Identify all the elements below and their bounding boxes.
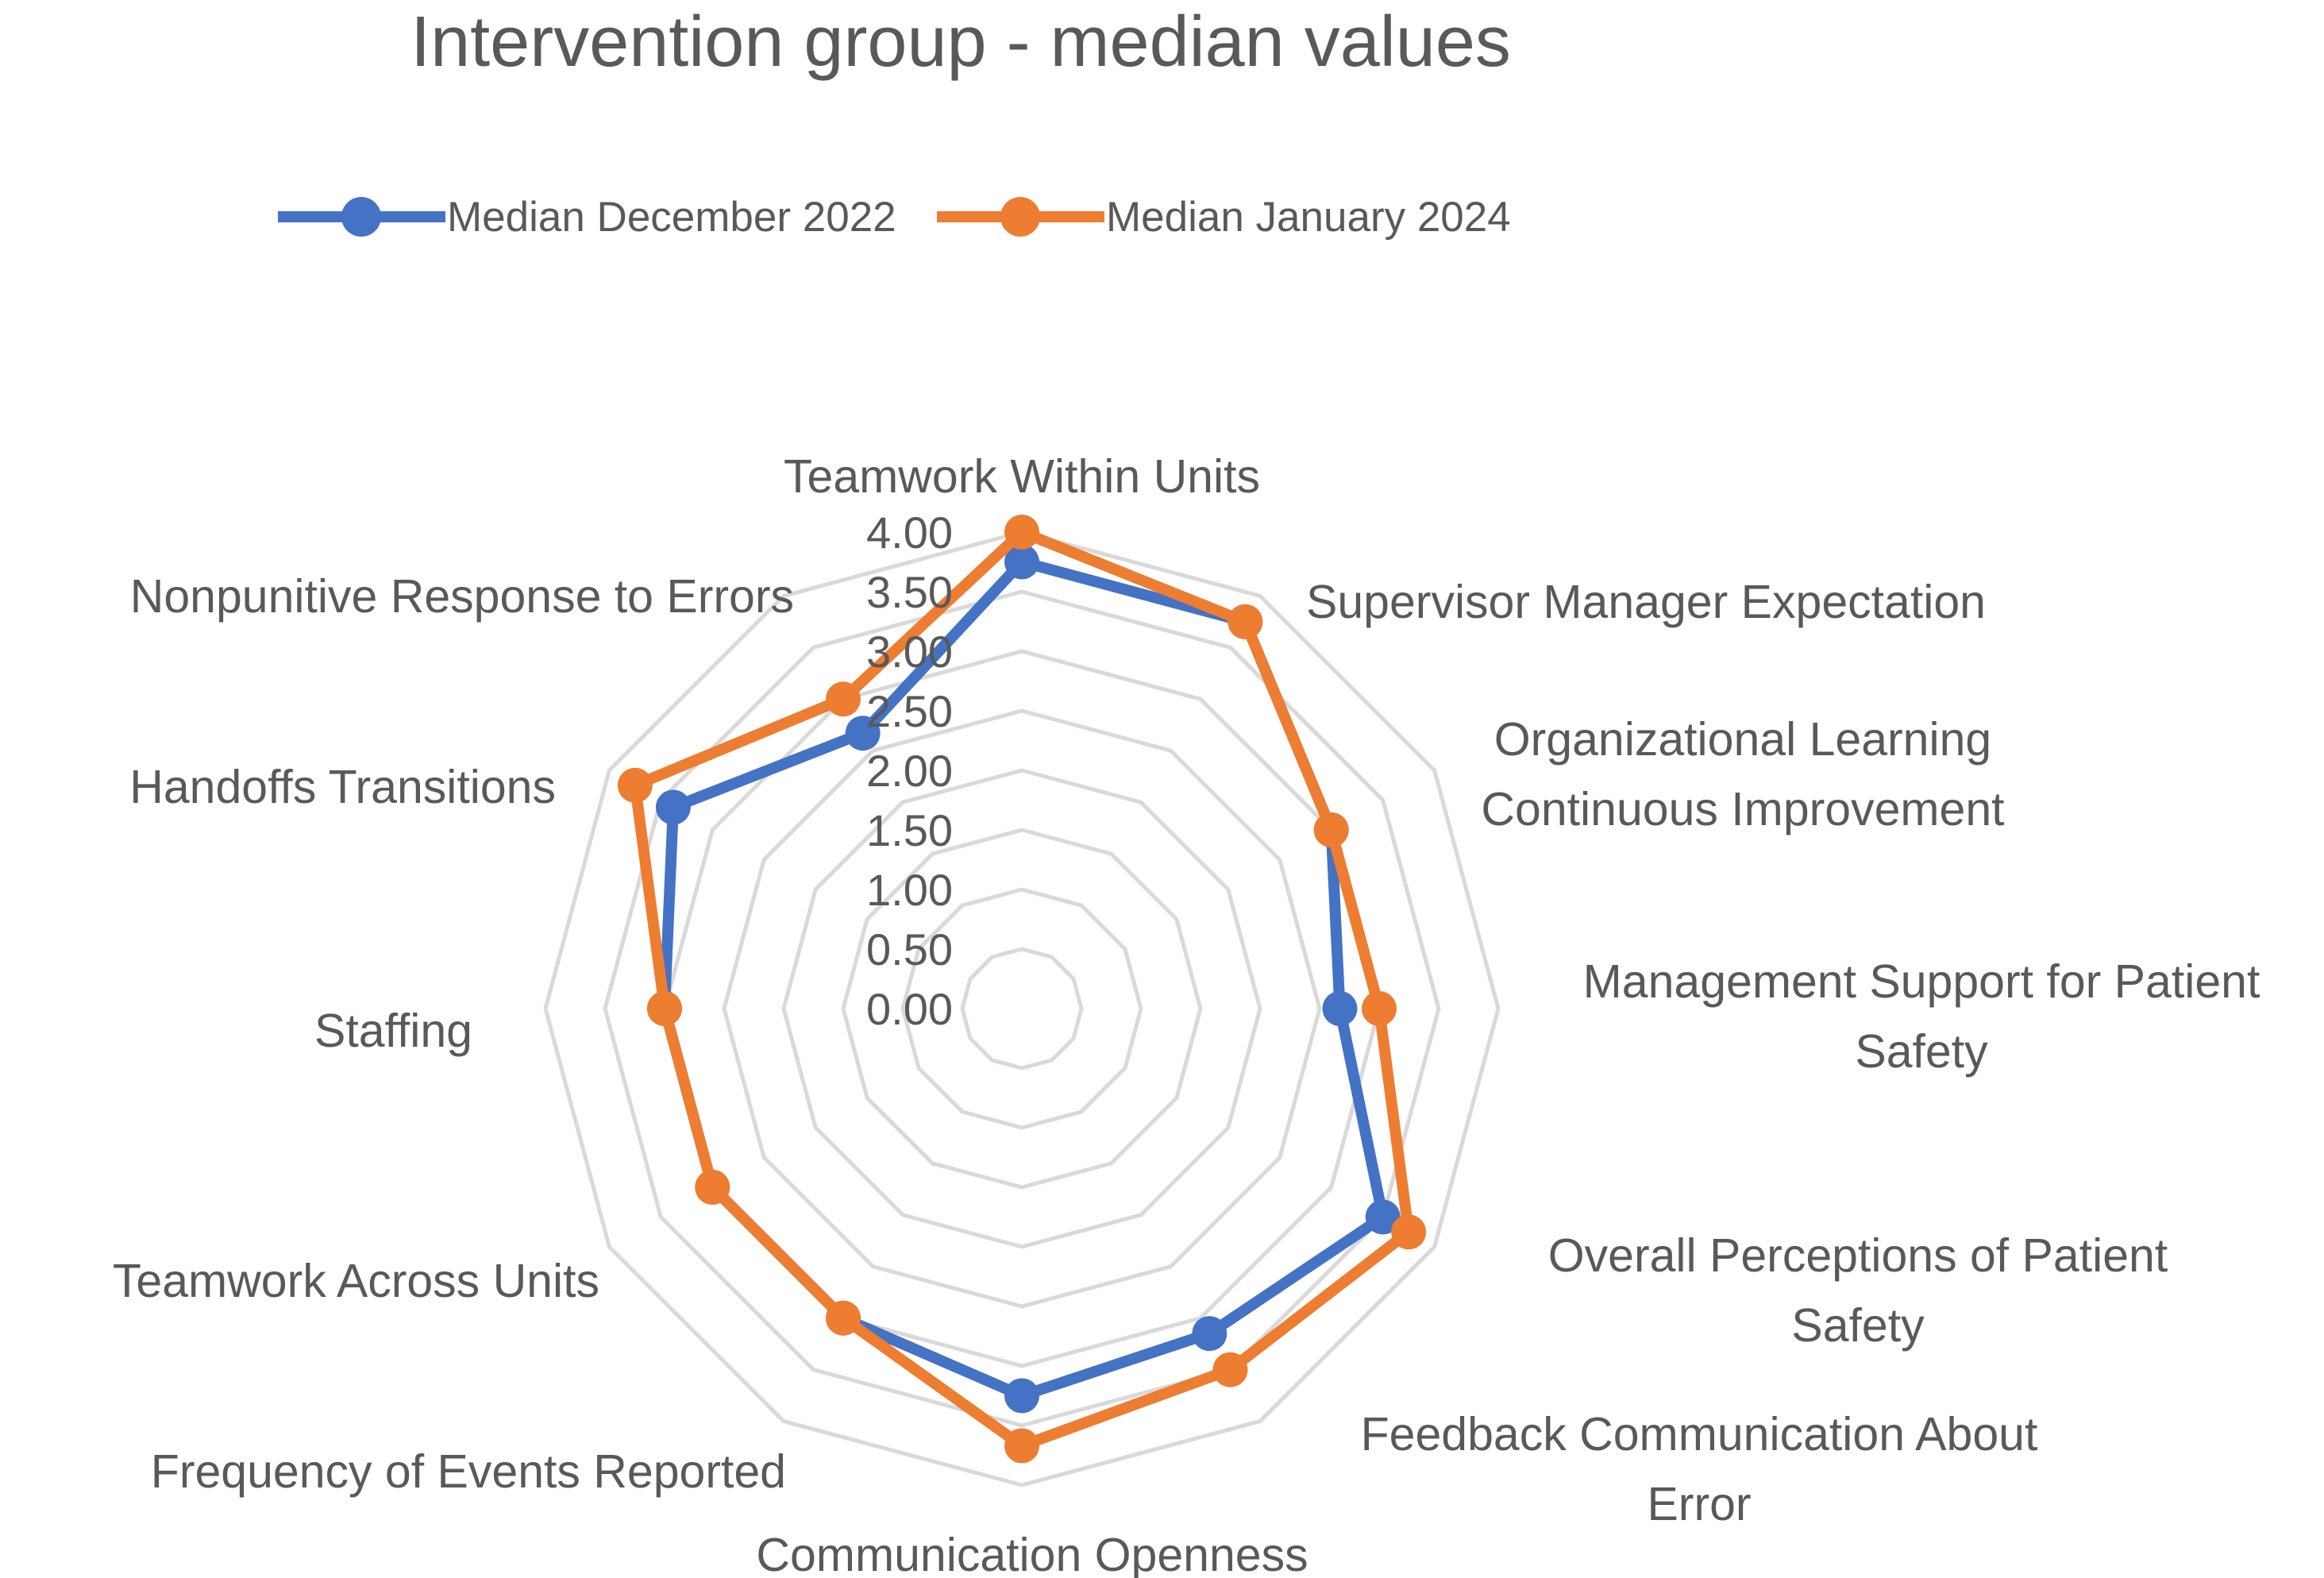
grid-ring: [781, 768, 1262, 1249]
tick-label: 0.00: [866, 984, 953, 1034]
axis-label-communication-openness: Communication Openness: [756, 1529, 1308, 1578]
axis-label-nonpunitive-response: Nonpunitive Response to Errors: [130, 570, 794, 623]
data-point-marker-jan-2024: [1004, 1428, 1039, 1464]
category-axis-labels: Teamwork Within Units Supervisor Manager…: [113, 450, 2260, 1578]
axis-label-feedback-communication-line2: Error: [1647, 1478, 1751, 1530]
legend-dot-icon: [1000, 197, 1040, 237]
axis-label-handoffs-transitions: Handoffs Transitions: [129, 761, 556, 813]
legend-dot-icon: [341, 197, 381, 237]
data-point-marker-jan-2024: [1228, 604, 1263, 639]
axis-label-overall-perceptions-line2: Safety: [1791, 1299, 1925, 1352]
tick-label: 2.50: [866, 686, 953, 736]
data-point-marker-jan-2024: [1362, 991, 1397, 1026]
tick-label: 4.00: [866, 507, 953, 558]
tick-label: 3.00: [866, 627, 953, 677]
tick-label: 1.00: [866, 865, 953, 915]
data-point-marker-jan-2024: [1313, 812, 1349, 847]
grid-ring: [900, 887, 1143, 1130]
legend-label-dec-2022: Median December 2022: [447, 193, 896, 241]
data-point-marker-dec-2022: [1365, 1199, 1401, 1235]
data-point-marker-jan-2024: [826, 681, 861, 717]
grid-ring: [543, 530, 1501, 1487]
legend: Median December 2022 Median January 2024: [0, 181, 2324, 253]
data-point-marker-dec-2022: [1004, 1378, 1039, 1414]
legend-marker-dec-2022: [278, 197, 445, 237]
axis-label-supervisor-manager: Supervisor Manager Expectation: [1306, 576, 1986, 628]
grid-ring: [722, 708, 1322, 1309]
axis-label-mgmt-support-line2: Safety: [1855, 1025, 1988, 1078]
tick-label: 1.50: [866, 805, 953, 855]
data-point-marker-dec-2022: [1192, 1316, 1228, 1352]
axis-label-mgmt-support-line1: Management Support for Patient: [1583, 955, 2260, 1008]
data-point-marker-dec-2022: [845, 716, 881, 751]
data-point-marker-jan-2024: [1004, 515, 1039, 550]
radar-series: [617, 515, 1427, 1464]
grid-ring: [662, 649, 1382, 1368]
data-point-marker-dec-2022: [1004, 544, 1039, 580]
data-point-marker-jan-2024: [695, 1170, 730, 1205]
tick-label: 3.50: [866, 567, 953, 617]
data-point-marker-jan-2024: [826, 1300, 861, 1336]
legend-item-jan-2024: Median January 2024: [935, 181, 1511, 253]
chart-title: Intervention group - median values: [410, 2, 1511, 82]
radial-axis-tick-labels: 4.00 3.50 3.00 2.50 2.00 1.50 1.00 0.50 …: [866, 507, 953, 1034]
axis-label-teamwork-within-units: Teamwork Within Units: [784, 450, 1260, 503]
axis-label-frequency-events-reported: Frequency of Events Reported: [151, 1445, 786, 1498]
axis-label-teamwork-across-units: Teamwork Across Units: [113, 1255, 599, 1307]
data-point-marker-jan-2024: [617, 767, 653, 803]
tick-label: 0.50: [866, 924, 953, 974]
data-point-marker-jan-2024: [1212, 1352, 1248, 1387]
legend-item-dec-2022: Median December 2022: [276, 181, 896, 253]
tick-label: 2.00: [866, 746, 953, 796]
axis-label-org-learning-line1: Organizational Learning: [1494, 713, 1991, 766]
data-point-marker-dec-2022: [655, 789, 691, 825]
axis-label-org-learning-line2: Continuous Improvement: [1481, 783, 2004, 835]
data-point-marker-jan-2024: [647, 991, 682, 1026]
axis-label-feedback-communication-line1: Feedback Communication About: [1361, 1408, 2038, 1460]
legend-marker-jan-2024: [937, 197, 1104, 237]
legend-label-jan-2024: Median January 2024: [1106, 193, 1511, 241]
grid-ring: [960, 947, 1084, 1071]
axis-label-overall-perceptions-line1: Overall Perceptions of Patient: [1548, 1229, 2168, 1282]
axis-label-staffing: Staffing: [314, 1005, 472, 1057]
grid-ring: [841, 828, 1203, 1190]
data-point-marker-dec-2022: [1322, 991, 1358, 1026]
data-point-marker-jan-2024: [1391, 1214, 1427, 1250]
